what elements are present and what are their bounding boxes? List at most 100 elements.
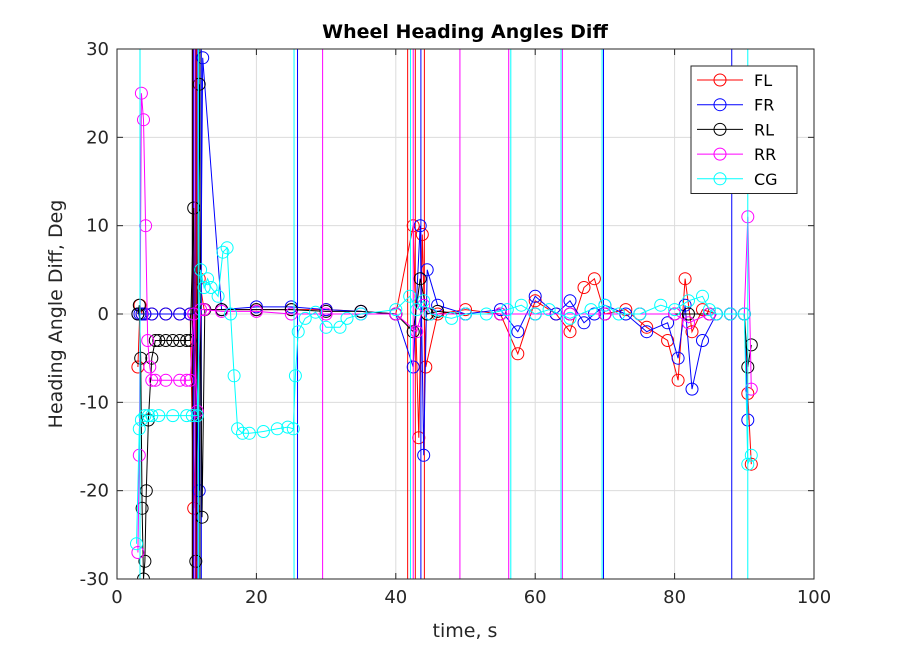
x-tick-label: 0: [111, 587, 122, 608]
series-cg-point: [166, 409, 180, 423]
series-rr-point: [141, 334, 155, 347]
series-cg-point: [403, 289, 417, 303]
series-rl-point: [134, 351, 148, 365]
x-tick-label: 40: [384, 587, 407, 608]
series-cg-point: [298, 311, 312, 325]
series-fr-point: [249, 300, 263, 314]
y-tick-label: -10: [80, 392, 109, 413]
series-rr-point: [183, 373, 197, 387]
series-rr-point: [284, 307, 298, 321]
series-fr-point: [145, 307, 159, 321]
series-cg-point: [197, 281, 211, 294]
series-rl-point: [183, 334, 197, 347]
series-fl-point: [511, 347, 525, 361]
series-cg-point: [737, 307, 751, 321]
series-cg-point: [242, 426, 256, 440]
series-rr-point: [148, 373, 162, 387]
series-rr-point: [134, 86, 148, 100]
series-rr-point: [598, 307, 612, 321]
legend-rr-marker: [713, 147, 727, 161]
series-rl-point: [166, 334, 180, 347]
x-tick-label: 100: [797, 587, 831, 608]
series-fl-point: [685, 325, 699, 339]
series-cg-point: [145, 409, 159, 423]
series-rl-point: [145, 351, 159, 365]
series-rl-point: [192, 77, 206, 91]
series-cg-point: [702, 303, 716, 317]
series-cg-point: [598, 298, 612, 312]
series-rr-point: [682, 316, 695, 330]
series-fr-point: [685, 382, 699, 396]
series-cg-point: [333, 320, 347, 334]
series-cg-point: [180, 409, 194, 423]
series-fl-point: [671, 373, 685, 387]
series-fl-point: [415, 228, 429, 241]
series-fr-point: [563, 294, 577, 308]
series-rr-point: [215, 304, 229, 318]
y-axis-label: Heading Angle Diff, Deg: [45, 200, 67, 429]
series-cg-point: [211, 289, 225, 303]
series-cg-point: [654, 298, 668, 312]
series-rl-point: [159, 334, 173, 347]
series-cg-point: [288, 369, 302, 383]
series-rr-point: [319, 307, 333, 321]
series-rl-point: [319, 304, 333, 318]
series-rr-point: [417, 298, 431, 312]
series-cg-point: [256, 425, 270, 438]
series-cg-point: [528, 307, 542, 321]
series-cg-point: [682, 294, 695, 308]
series-cg-point: [281, 420, 295, 434]
series-rr-point: [668, 307, 682, 321]
series-rl-point: [138, 554, 152, 568]
series-rr-point: [389, 307, 403, 321]
series-rr-point: [194, 303, 208, 317]
y-tick-label: -30: [80, 569, 109, 590]
legend-fr-label: FR: [754, 96, 774, 115]
y-tick-label: 30: [86, 39, 109, 60]
series-rr-point: [744, 382, 758, 396]
series-cg: [130, 49, 758, 579]
series-cg-point: [138, 409, 152, 423]
series-cg-point: [633, 307, 647, 321]
legend-fl-marker: [713, 73, 727, 87]
series-cg-point: [563, 311, 577, 325]
data-layer: [130, 49, 758, 579]
y-tick-label: -20: [80, 481, 109, 502]
series-cg-point: [612, 307, 626, 321]
legend-cg-marker: [713, 172, 727, 186]
series-cg-point: [291, 325, 305, 339]
series-fr-point: [173, 307, 187, 321]
x-axis-label: time, s: [433, 620, 498, 642]
series-cg-point: [479, 307, 493, 321]
series-rl-point: [413, 272, 427, 286]
series-fl-point: [640, 320, 654, 334]
series-fr-point: [417, 448, 431, 462]
series-rr-point: [249, 304, 263, 318]
series-cg-point: [459, 307, 472, 321]
series-cg-point: [220, 241, 234, 255]
series-rr-point: [173, 373, 187, 387]
y-tick-label: 20: [86, 127, 109, 148]
series-cg-point: [236, 426, 249, 440]
series-cg-point: [668, 303, 682, 317]
series-rr-point: [137, 113, 150, 127]
series-fl-point: [744, 457, 758, 471]
y-tick-label: 10: [86, 216, 109, 237]
series-fr-point: [640, 325, 654, 339]
series-rr-point: [143, 360, 157, 374]
legend: FL FR RL RR CG: [690, 65, 798, 194]
series-fr-point: [196, 51, 210, 65]
series-fr-point: [661, 316, 675, 330]
series-rl-point: [284, 303, 298, 317]
series-rl-point: [132, 298, 146, 312]
x-tick-label: 60: [524, 587, 547, 608]
series-fr-point: [671, 351, 685, 365]
series-cg-point: [696, 289, 709, 303]
series-cg-point: [201, 272, 215, 286]
series-rl-point: [137, 572, 150, 579]
series-cg-point: [216, 245, 230, 259]
series-rl-point: [135, 501, 149, 515]
series-rl-point: [354, 304, 368, 318]
series-cg-point: [319, 320, 333, 334]
chart-title: Wheel Heading Angles Diff: [322, 21, 608, 43]
